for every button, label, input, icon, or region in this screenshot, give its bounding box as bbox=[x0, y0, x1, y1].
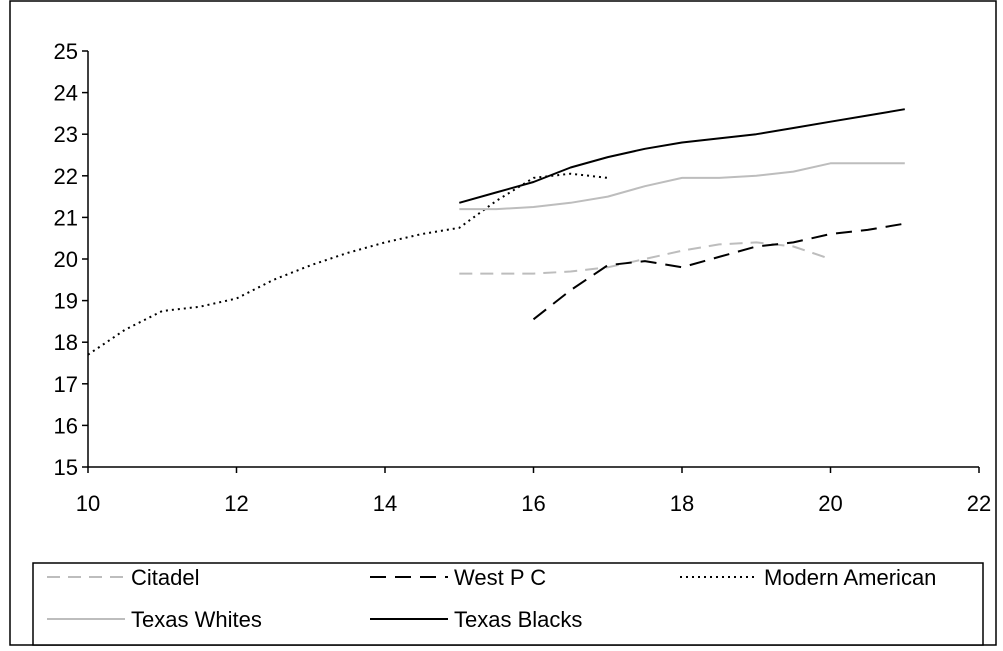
legend-label: West P C bbox=[454, 565, 546, 590]
y-tick-label: 19 bbox=[54, 289, 78, 314]
x-tick-label: 16 bbox=[521, 491, 545, 516]
x-tick-label: 10 bbox=[76, 491, 100, 516]
y-tick-label: 23 bbox=[54, 122, 78, 147]
legend-label: Texas Whites bbox=[131, 607, 262, 632]
x-tick-label: 12 bbox=[224, 491, 248, 516]
series-layer bbox=[87, 108, 905, 356]
x-tick-label: 22 bbox=[967, 491, 991, 516]
y-tick-label: 24 bbox=[54, 81, 78, 106]
y-tick-label: 16 bbox=[54, 413, 78, 438]
y-tick-label: 17 bbox=[54, 372, 78, 397]
y-tick-label: 22 bbox=[54, 164, 78, 189]
series-line-texas-blacks bbox=[459, 108, 905, 204]
chart-area-border bbox=[9, 0, 997, 646]
y-tick-label: 25 bbox=[54, 39, 78, 64]
series-line-modern-american bbox=[87, 172, 608, 356]
legend: Citadel West P C Modern American Texas Whit… bbox=[47, 565, 936, 632]
series-line-west-p-c bbox=[532, 222, 905, 321]
legend-box bbox=[32, 562, 984, 646]
y-tick-label: 15 bbox=[54, 455, 78, 480]
y-tick-label: 18 bbox=[54, 330, 78, 355]
x-ticks: 10 12 14 16 18 20 22 bbox=[76, 467, 991, 516]
legend-label: Texas Blacks bbox=[454, 607, 582, 632]
x-tick-label: 14 bbox=[373, 491, 397, 516]
y-tick-label: 20 bbox=[54, 247, 78, 272]
legend-label: Citadel bbox=[131, 565, 199, 590]
x-tick-label: 20 bbox=[818, 491, 842, 516]
x-tick-label: 18 bbox=[670, 491, 694, 516]
y-tick-label: 21 bbox=[54, 205, 78, 230]
y-ticks: 15 16 17 18 19 20 21 22 23 24 25 bbox=[54, 39, 88, 480]
legend-label: Modern American bbox=[764, 565, 936, 590]
series-line-texas-whites bbox=[459, 162, 905, 211]
